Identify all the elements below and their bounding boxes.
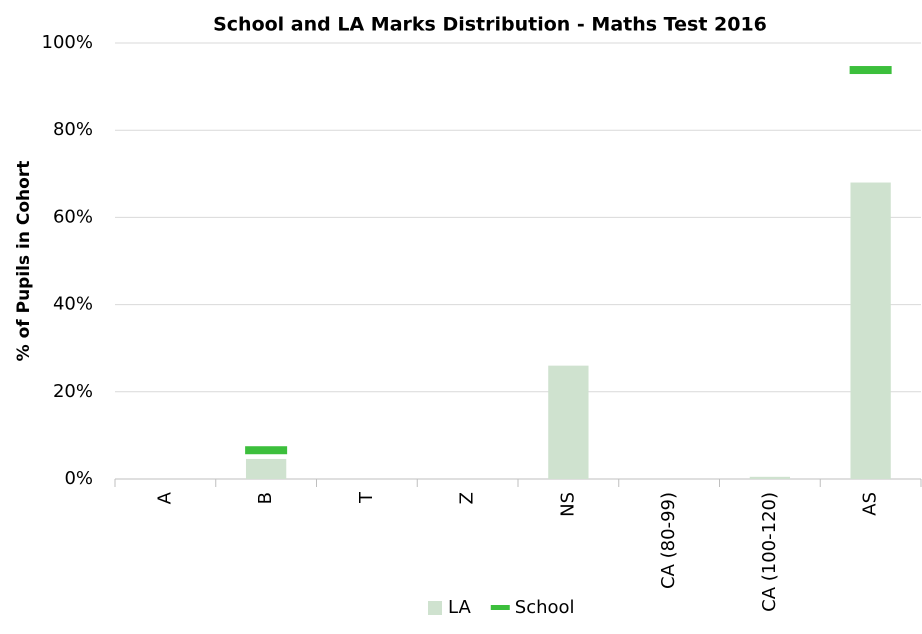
x-tick-label: A bbox=[154, 491, 175, 504]
bar bbox=[245, 458, 287, 479]
bar bbox=[749, 476, 791, 479]
chart-title: School and LA Marks Distribution - Maths… bbox=[213, 14, 767, 36]
x-tick-label: T bbox=[356, 491, 377, 504]
y-tick-label: 60% bbox=[53, 206, 93, 227]
legend-label: LA bbox=[448, 597, 471, 618]
x-tick-label: AS bbox=[860, 492, 881, 516]
x-tick-label: B bbox=[255, 492, 276, 504]
y-tick-label: 80% bbox=[53, 119, 93, 140]
bar bbox=[548, 365, 589, 479]
x-tick-label: Z bbox=[457, 492, 478, 504]
marker bbox=[245, 446, 288, 455]
x-tick-label: NS bbox=[557, 492, 578, 517]
legend-swatch bbox=[490, 605, 510, 610]
y-tick-label: 40% bbox=[53, 294, 93, 315]
bar bbox=[850, 182, 891, 479]
legend-swatch bbox=[428, 601, 442, 615]
y-tick-label: 0% bbox=[64, 468, 93, 489]
y-tick-label: 20% bbox=[53, 381, 93, 402]
marker bbox=[849, 66, 892, 75]
y-axis-label: % of Pupils in Cohort bbox=[14, 161, 34, 362]
legend-label: School bbox=[515, 597, 575, 618]
x-tick-label: CA (100-120) bbox=[759, 492, 780, 612]
y-tick-label: 100% bbox=[42, 32, 93, 53]
x-tick-label: CA (80-99) bbox=[658, 492, 679, 589]
